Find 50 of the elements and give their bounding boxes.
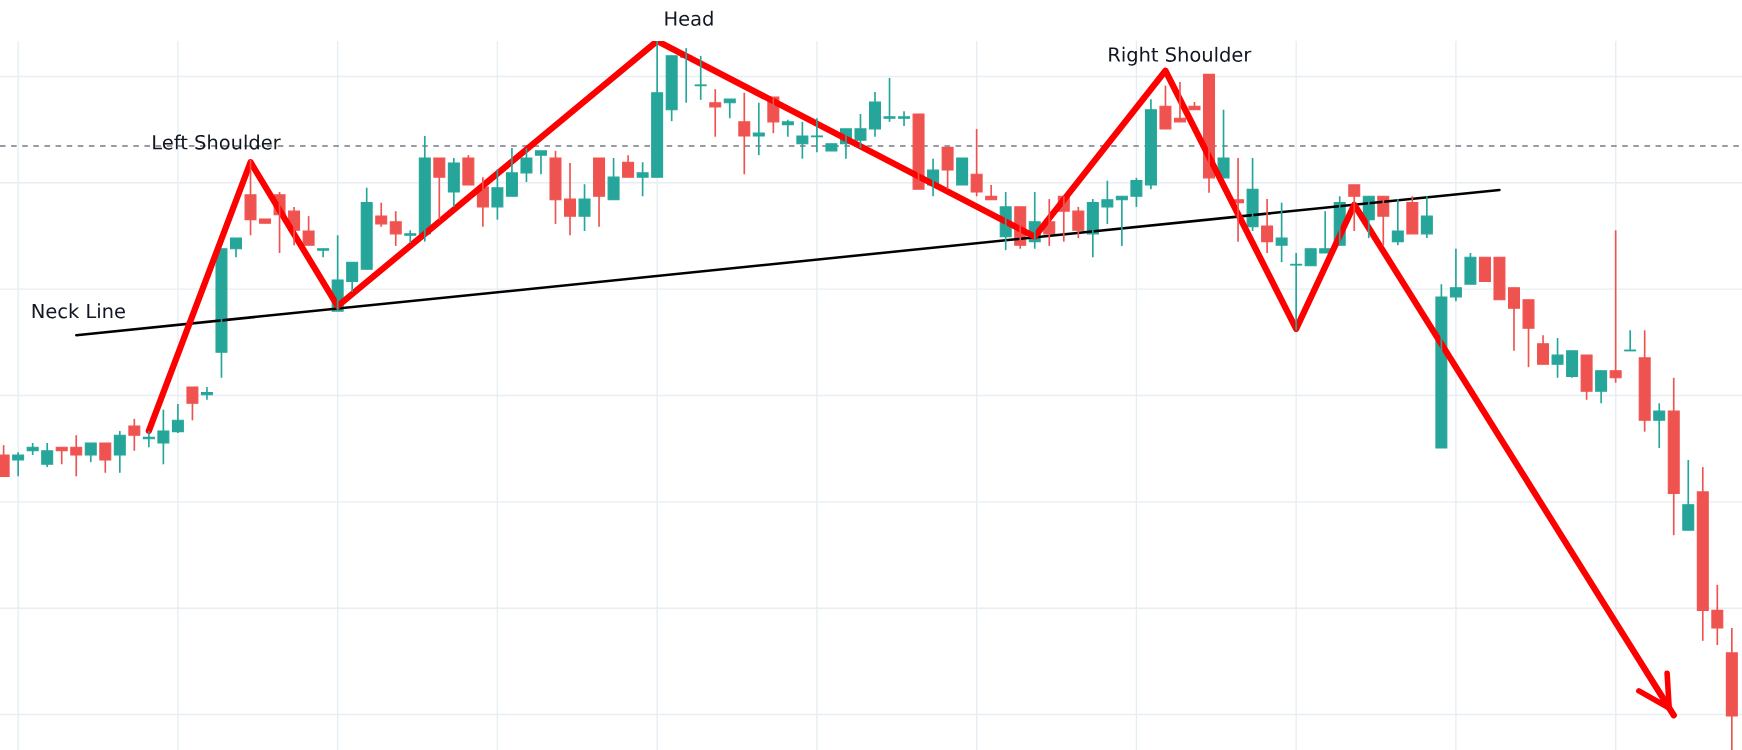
candlestick xyxy=(215,247,228,379)
candlestick xyxy=(1159,84,1172,130)
candlestick xyxy=(1551,337,1564,379)
candlestick xyxy=(157,408,170,466)
candlestick xyxy=(1580,354,1593,401)
candlestick xyxy=(607,157,620,201)
candlestick xyxy=(854,113,867,149)
candlestick xyxy=(317,247,330,259)
candlestick xyxy=(259,218,272,225)
annotation: Right Shoulder xyxy=(1109,46,1252,66)
annotation: Neck Line xyxy=(32,303,125,319)
candlestick xyxy=(491,168,504,221)
candlestick xyxy=(1246,157,1259,232)
candlestick xyxy=(462,154,475,186)
candlestick xyxy=(912,113,925,191)
candlestick xyxy=(1493,256,1506,301)
candlestick xyxy=(12,451,25,478)
candlestick xyxy=(1624,329,1637,352)
candlestick xyxy=(302,215,315,247)
candlestick xyxy=(810,117,823,154)
candlestick xyxy=(375,201,388,228)
candlestick xyxy=(883,77,896,123)
candlestick xyxy=(1101,179,1114,225)
candlestick xyxy=(956,157,969,186)
candlestick xyxy=(1130,177,1143,208)
candlestick xyxy=(84,442,97,463)
candlestick xyxy=(970,128,983,198)
candlestick xyxy=(941,146,954,191)
candlestick xyxy=(694,55,707,101)
candlestick xyxy=(796,120,809,160)
candlestick xyxy=(186,386,199,422)
candlestick xyxy=(1275,201,1288,264)
candlestick xyxy=(723,98,736,120)
candlestick xyxy=(128,418,141,452)
candlestick xyxy=(404,229,417,244)
candlestick xyxy=(1290,252,1303,332)
candlestick xyxy=(1464,252,1477,286)
candlestick xyxy=(709,88,722,138)
candlestick xyxy=(244,159,257,237)
annotation: Left Shoulder xyxy=(153,134,281,150)
candlestick xyxy=(1406,195,1419,235)
candlestick xyxy=(549,150,562,225)
candlestick xyxy=(1522,298,1535,368)
candlestick xyxy=(636,161,649,198)
candlestick xyxy=(534,150,547,176)
candlestick xyxy=(1609,229,1622,384)
candlestick xyxy=(578,183,591,232)
text: Head xyxy=(665,10,713,26)
candlestick xyxy=(898,110,911,127)
candlestick xyxy=(520,147,533,183)
